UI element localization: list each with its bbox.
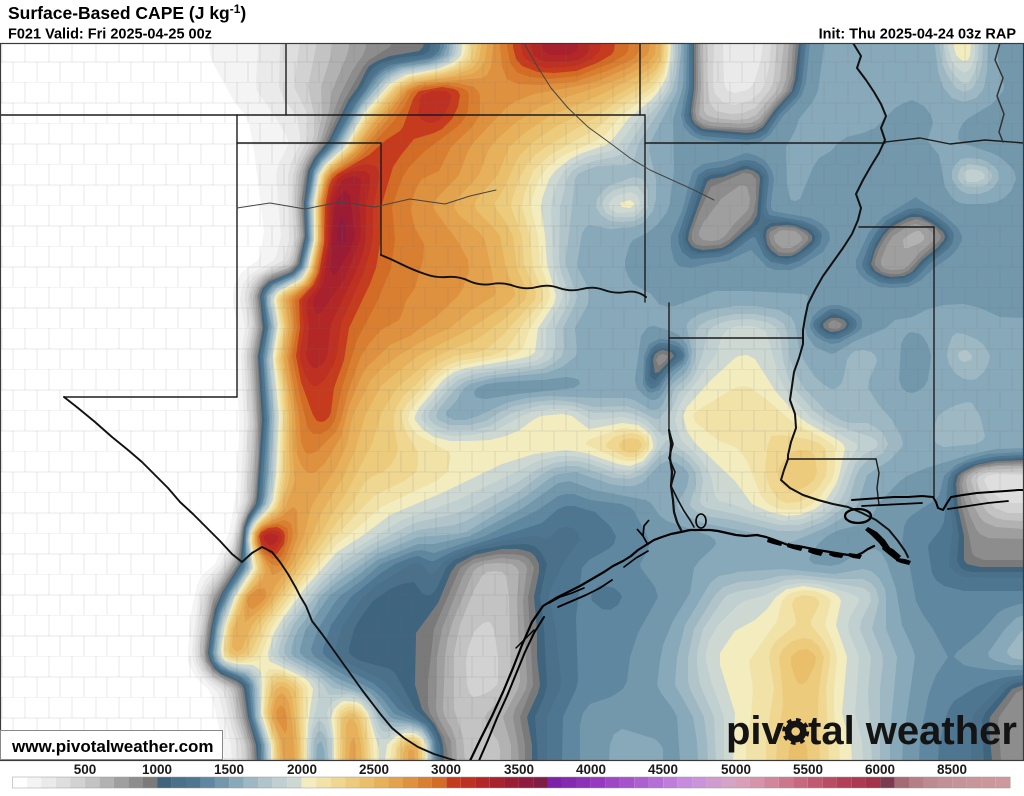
svg-text:4000: 4000 [576,762,606,777]
svg-text:1500: 1500 [214,762,244,777]
svg-text:2500: 2500 [359,762,389,777]
svg-text:Init: Thu 2025-04-24 03z RAP: Init: Thu 2025-04-24 03z RAP [819,27,1017,43]
svg-text:tal weather: tal weather [808,709,1017,753]
svg-text:4500: 4500 [648,762,678,777]
svg-text:3500: 3500 [504,762,534,777]
svg-text:3000: 3000 [431,762,461,777]
svg-text:F021 Valid: Fri 2025-04-25 00z: F021 Valid: Fri 2025-04-25 00z [8,27,212,43]
svg-text:1000: 1000 [142,762,172,777]
svg-text:Surface-Based CAPE (J kg-1): Surface-Based CAPE (J kg-1) [8,2,246,23]
svg-text:500: 500 [74,762,97,777]
svg-text:8500: 8500 [937,762,967,777]
svg-text:2000: 2000 [287,762,317,777]
svg-text:5000: 5000 [721,762,751,777]
svg-text:www.pivotalweather.com: www.pivotalweather.com [11,737,214,756]
svg-text:5500: 5500 [793,762,823,777]
svg-text:piv: piv [726,709,785,753]
svg-text:6000: 6000 [865,762,895,777]
